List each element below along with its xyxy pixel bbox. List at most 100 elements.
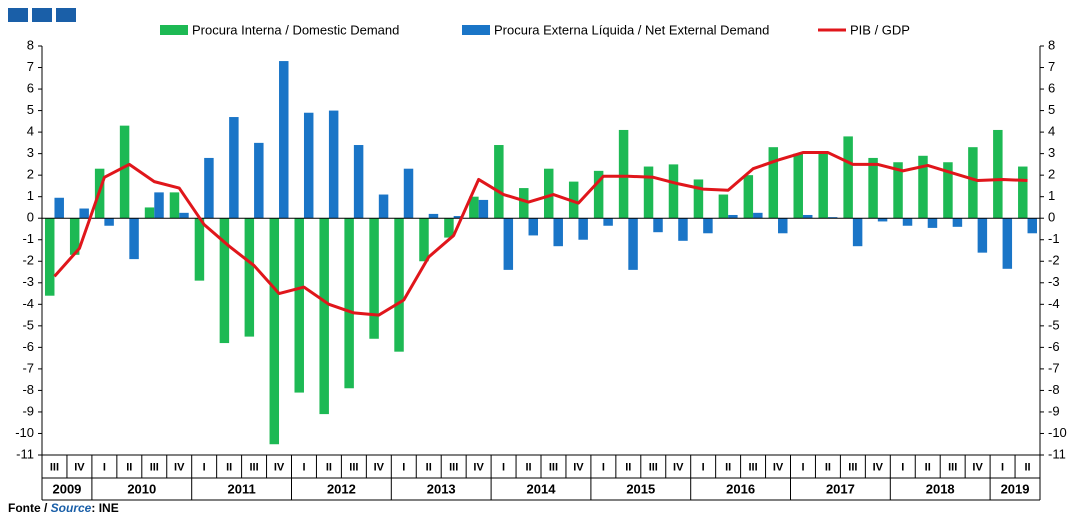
line-series <box>53 151 1028 317</box>
bar <box>753 212 763 219</box>
bar <box>843 136 853 219</box>
bar <box>104 218 114 226</box>
bar <box>1018 166 1028 219</box>
bar <box>129 218 139 260</box>
x-tick-label: III <box>349 461 358 473</box>
bar <box>703 218 713 234</box>
bar <box>943 162 953 219</box>
x-tick-label: IV <box>573 461 584 473</box>
x-tick-label: II <box>126 461 132 473</box>
x-tick-label: II <box>525 461 531 473</box>
bar <box>254 142 264 219</box>
x-group-label: 2017 <box>826 481 855 496</box>
y-tick-label: 6 <box>27 80 34 95</box>
y2-tick-label: -5 <box>1048 317 1060 332</box>
bar <box>643 166 654 219</box>
bar <box>403 168 414 219</box>
bar <box>519 188 529 219</box>
x-tick-label: IV <box>972 461 983 473</box>
bar <box>977 218 988 253</box>
bar <box>204 157 214 219</box>
x-tick-label: IV <box>473 461 484 473</box>
bar <box>294 218 304 393</box>
y-tick-label: 8 <box>27 37 34 52</box>
logo-block <box>32 8 52 22</box>
y2-tick-label: 4 <box>1048 124 1055 139</box>
bar <box>927 218 938 228</box>
bar <box>728 214 738 219</box>
bar <box>69 218 80 255</box>
bar <box>478 199 489 219</box>
bar <box>453 216 464 219</box>
bar <box>494 145 504 219</box>
x-tick-label: II <box>625 461 631 473</box>
bar <box>618 129 629 219</box>
x-tick-label: I <box>203 461 206 473</box>
bar <box>743 175 754 219</box>
legend-label: PIB / GDP <box>850 22 910 37</box>
x-group-label: 2010 <box>127 481 156 496</box>
bar <box>444 218 454 238</box>
bar <box>877 218 888 222</box>
x-tick-label: I <box>602 461 605 473</box>
y-tick-label: -7 <box>22 360 34 375</box>
logo-block <box>8 8 28 22</box>
bar <box>194 218 205 281</box>
x-tick-label: III <box>748 461 757 473</box>
bar <box>319 218 329 415</box>
y2-tick-label: -7 <box>1048 360 1060 375</box>
y2-tick-label: 2 <box>1048 167 1055 182</box>
bar <box>428 213 439 219</box>
bar <box>154 192 164 219</box>
bar <box>993 129 1003 219</box>
bar <box>144 207 155 219</box>
bar <box>328 110 339 219</box>
y2-tick-label: -10 <box>1048 425 1067 440</box>
x-tick-label: IV <box>374 461 385 473</box>
y-tick-label: 7 <box>27 59 34 74</box>
x-tick-label: II <box>725 461 731 473</box>
source-note: Fonte / Source: INE <box>8 501 119 515</box>
x-tick-label: III <box>948 461 957 473</box>
bar <box>818 151 828 219</box>
x-tick-label: I <box>103 461 106 473</box>
x-tick-label: III <box>150 461 159 473</box>
bar <box>603 218 613 226</box>
bar <box>653 218 663 233</box>
y2-tick-label: 1 <box>1048 188 1055 203</box>
x-group-label: 2012 <box>327 481 356 496</box>
x-tick-label: I <box>402 461 405 473</box>
y-tick-label: -4 <box>22 296 34 311</box>
y2-tick-label: -1 <box>1048 231 1060 246</box>
x-tick-label: I <box>1001 461 1004 473</box>
y-tick-label: -8 <box>22 382 34 397</box>
legend-label: Procura Externa Líquida / Net External D… <box>494 22 769 37</box>
bar <box>852 218 863 247</box>
y2-tick-label: -11 <box>1048 446 1066 461</box>
bar <box>778 218 788 234</box>
bar <box>553 218 563 247</box>
y2-tick-label: -9 <box>1048 403 1060 418</box>
x-tick-label: II <box>925 461 931 473</box>
bar <box>952 218 963 227</box>
bar <box>578 218 588 240</box>
y2-tick-label: 8 <box>1048 37 1055 52</box>
y-tick-label: -6 <box>22 339 34 354</box>
bar <box>827 217 838 219</box>
bar <box>219 218 230 344</box>
x-tick-label: IV <box>74 461 85 473</box>
bar <box>893 162 903 219</box>
y2-tick-label: -8 <box>1048 382 1060 397</box>
x-tick-label: II <box>226 461 232 473</box>
x-group-label: 2013 <box>427 481 456 496</box>
x-group-label: 2011 <box>227 481 255 496</box>
x-tick-label: IV <box>673 461 684 473</box>
bar <box>628 218 638 270</box>
x-tick-label: I <box>702 461 705 473</box>
x-tick-label: II <box>426 461 432 473</box>
x-tick-label: III <box>848 461 857 473</box>
y-tick-label: 3 <box>27 145 34 160</box>
y-tick-label: -2 <box>22 253 34 268</box>
bar <box>344 218 354 389</box>
